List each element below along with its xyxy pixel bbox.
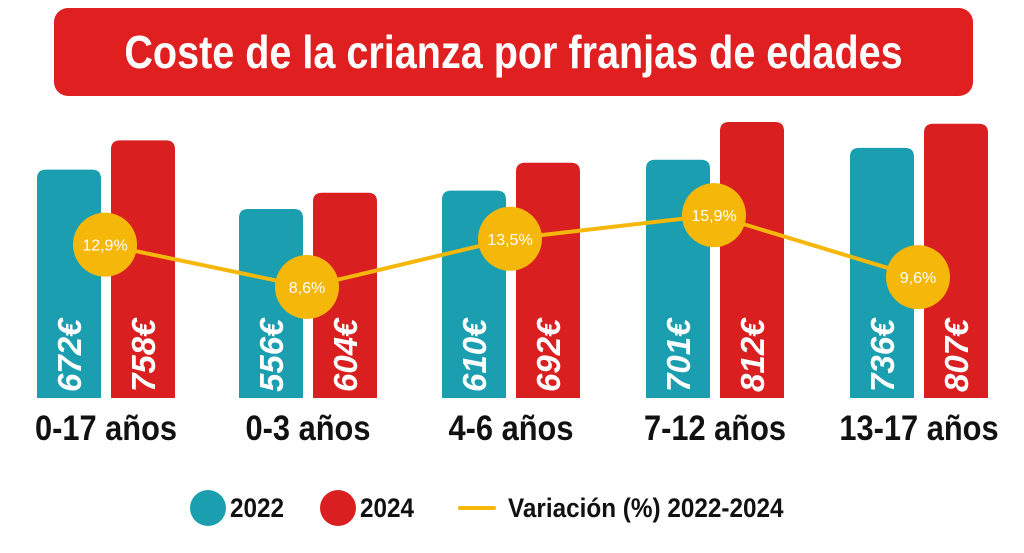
variation-label-1: 8,6%	[289, 280, 325, 297]
category-label-4: 13-17 años	[839, 408, 998, 447]
bar-value-label-2022-4: 736€	[864, 317, 901, 392]
legend-item-2022: 2022	[190, 490, 290, 526]
variation-label-4: 9,6%	[900, 270, 936, 287]
variation-point-1	[275, 254, 339, 319]
bar-value-label-2022-3: 701€	[660, 317, 697, 392]
bar-2024-0	[111, 140, 175, 398]
variation-label-2: 13,5%	[487, 232, 532, 249]
bar-2024-1	[313, 192, 377, 398]
legend-item-variation: Variación (%) 2022-2024	[450, 493, 814, 524]
variation-label-3: 15,9%	[691, 208, 736, 225]
category-label-0: 0-17 años	[35, 408, 177, 447]
legend-line-variation	[458, 506, 497, 510]
bar-value-label-2024-0: 758€	[125, 317, 162, 392]
bar-value-label-2024-1: 604€	[327, 317, 364, 392]
category-label-1: 0-3 años	[246, 408, 371, 447]
category-label-2: 4-6 años	[449, 408, 574, 447]
bar-2022-4	[850, 147, 914, 398]
bar-value-label-2022-1: 556€	[253, 317, 290, 392]
variation-label-0: 12,9%	[82, 238, 127, 255]
legend-label-2024: 2024	[360, 492, 415, 523]
variation-point-3	[682, 183, 746, 248]
bar-2024-3	[720, 122, 784, 398]
bar-value-label-2024-2: 692€	[530, 317, 567, 392]
legend-label-variation: Variación (%) 2022-2024	[508, 492, 784, 523]
variation-point-4	[886, 245, 950, 310]
legend-label-2022: 2022	[230, 492, 285, 523]
chart-title: Coste de la crianza por franjas de edade…	[124, 26, 903, 78]
bar-value-label-2024-3: 812€	[734, 317, 771, 392]
bar-2022-1	[239, 209, 303, 398]
legend-swatch-2024	[320, 490, 357, 526]
bar-value-label-2022-0: 672€	[51, 317, 88, 392]
bar-value-label-2022-2: 610€	[456, 317, 493, 392]
legend-swatch-2022	[190, 490, 226, 526]
bar-2024-4	[924, 123, 988, 398]
bars-group: 672€ 758€ 556€ 604€ 610€ 692€ 701€ 812€ 736€ 807€	[37, 122, 988, 398]
legend: 2022 2024 Variación (%) 2022-2024	[190, 486, 844, 530]
legend-item-2024: 2024	[320, 490, 420, 526]
category-label-3: 7-12 años	[644, 408, 786, 447]
bar-value-label-2024-4: 807€	[938, 317, 975, 392]
variation-point-0	[73, 212, 137, 277]
title-banner: Coste de la crianza por franjas de edade…	[54, 8, 973, 96]
variation-point-2	[478, 206, 542, 271]
